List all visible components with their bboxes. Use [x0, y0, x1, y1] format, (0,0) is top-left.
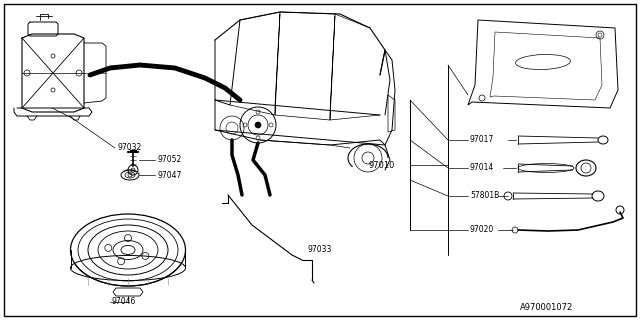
Text: 97014: 97014 [470, 164, 494, 172]
Text: 57801B: 57801B [470, 191, 499, 201]
Text: 97046: 97046 [112, 298, 136, 307]
Text: 97033: 97033 [307, 245, 332, 254]
Text: 97017: 97017 [470, 135, 494, 145]
Text: 97020: 97020 [470, 226, 494, 235]
Text: 97047: 97047 [157, 171, 181, 180]
Text: 97032: 97032 [117, 143, 141, 153]
Text: 97052: 97052 [157, 156, 181, 164]
Text: A970001072: A970001072 [520, 303, 573, 313]
Text: 97010: 97010 [369, 161, 395, 170]
Circle shape [255, 122, 261, 128]
